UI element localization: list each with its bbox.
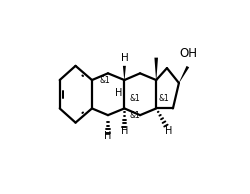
- Polygon shape: [179, 66, 189, 83]
- Text: H: H: [165, 126, 172, 136]
- Text: &1: &1: [100, 75, 110, 85]
- Text: H: H: [104, 131, 112, 141]
- Text: H: H: [121, 126, 128, 136]
- Polygon shape: [123, 66, 126, 80]
- Text: &1: &1: [130, 94, 140, 103]
- Text: H: H: [116, 88, 123, 99]
- Text: OH: OH: [180, 47, 198, 60]
- Text: &1: &1: [130, 111, 140, 120]
- Polygon shape: [154, 58, 158, 80]
- Text: &1: &1: [158, 94, 169, 103]
- Text: H: H: [121, 53, 129, 63]
